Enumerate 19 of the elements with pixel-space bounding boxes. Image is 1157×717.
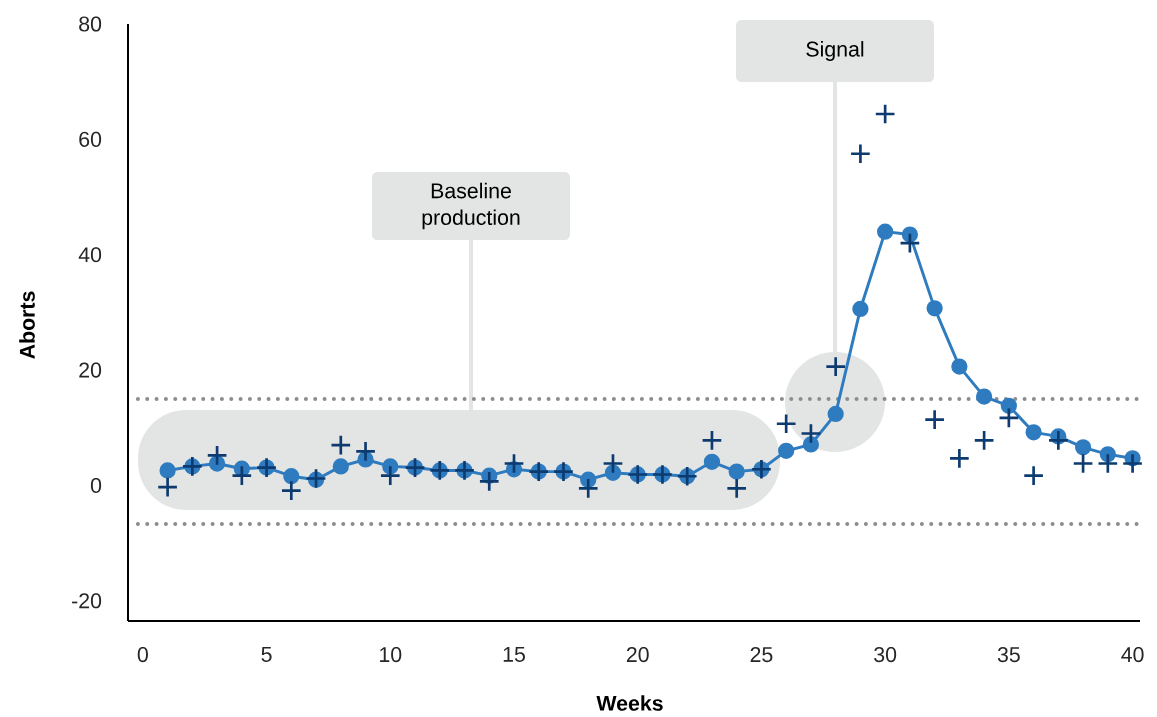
y-tick-label: 20 — [79, 362, 102, 378]
x-tick-label: 30 — [874, 647, 897, 663]
x-tick-label: 20 — [626, 647, 649, 663]
x-tick-label: 40 — [1121, 647, 1144, 663]
y-axis-title: Aborts — [19, 291, 35, 359]
y-tick-label: 0 — [90, 477, 102, 493]
x-tick-label: 5 — [261, 647, 272, 662]
y-tick-label: -20 — [72, 593, 102, 609]
y-tick-label: 60 — [79, 131, 102, 147]
y-tick-label: 40 — [78, 247, 102, 263]
x-tick-label: 25 — [750, 647, 773, 663]
annotation: Baseline production — [422, 182, 520, 230]
x-tick-label: 0 — [137, 647, 148, 663]
y-tick-label: 80 — [79, 16, 102, 32]
x-axis-title: Weeks — [596, 695, 663, 711]
x-tick-label: 35 — [997, 647, 1020, 663]
x-tick-label: 15 — [503, 647, 525, 662]
annotation: Signal — [806, 41, 864, 61]
x-tick-label: 10 — [380, 647, 402, 663]
